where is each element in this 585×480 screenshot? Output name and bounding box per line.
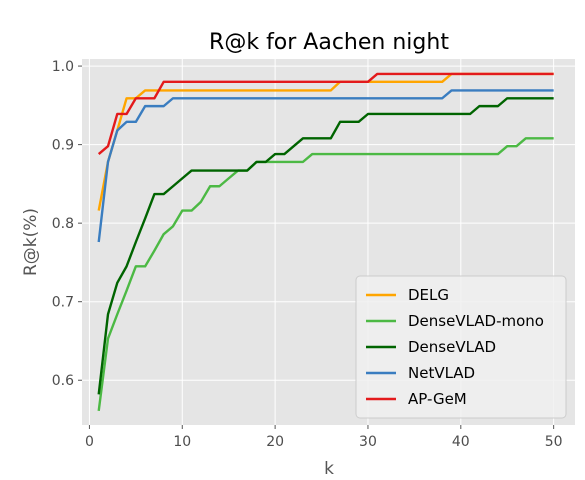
y-tick-label: 0.7 — [52, 295, 74, 311]
x-tick-label: 0 — [85, 434, 94, 450]
series-lines — [97, 72, 554, 412]
legend-box — [355, 275, 567, 419]
y-tick-label: 1.0 — [52, 59, 74, 75]
y-axis-ticks: 0.6 0.7 0.8 0.9 1.0 — [52, 59, 82, 389]
legend-label-netvlad: NetVLAD — [408, 364, 475, 382]
series-line-ap-gem — [97, 72, 554, 155]
x-tick-label: 20 — [266, 434, 284, 450]
series-line-densevlad-mono — [97, 137, 554, 412]
x-axis-ticks: 0 10 20 30 40 50 — [85, 425, 563, 450]
series-line-densevlad — [97, 97, 554, 395]
grid-lines — [82, 59, 575, 425]
series-line-netvlad — [97, 89, 554, 243]
y-tick-label: 0.9 — [52, 138, 74, 154]
x-tick-label: 30 — [359, 434, 377, 450]
legend-label-ap-gem: AP-GeM — [408, 390, 467, 408]
y-tick-label: 0.6 — [52, 373, 74, 389]
legend-label-densevlad-mono: DenseVLAD-mono — [408, 312, 544, 330]
x-tick-label: 10 — [173, 434, 191, 450]
legend: DELG DenseVLAD-mono DenseVLAD NetVLAD AP-GeM — [355, 275, 567, 419]
chart-title: R@k for Aachen night — [209, 30, 449, 55]
legend-label-delg: DELG — [408, 286, 449, 304]
x-tick-label: 40 — [452, 434, 470, 450]
legend-label-densevlad: DenseVLAD — [408, 338, 496, 356]
x-tick-label: 50 — [545, 434, 563, 450]
x-axis-label: k — [324, 459, 334, 479]
y-axis-label: R@k(%) — [21, 208, 41, 276]
y-tick-label: 0.8 — [52, 216, 74, 232]
